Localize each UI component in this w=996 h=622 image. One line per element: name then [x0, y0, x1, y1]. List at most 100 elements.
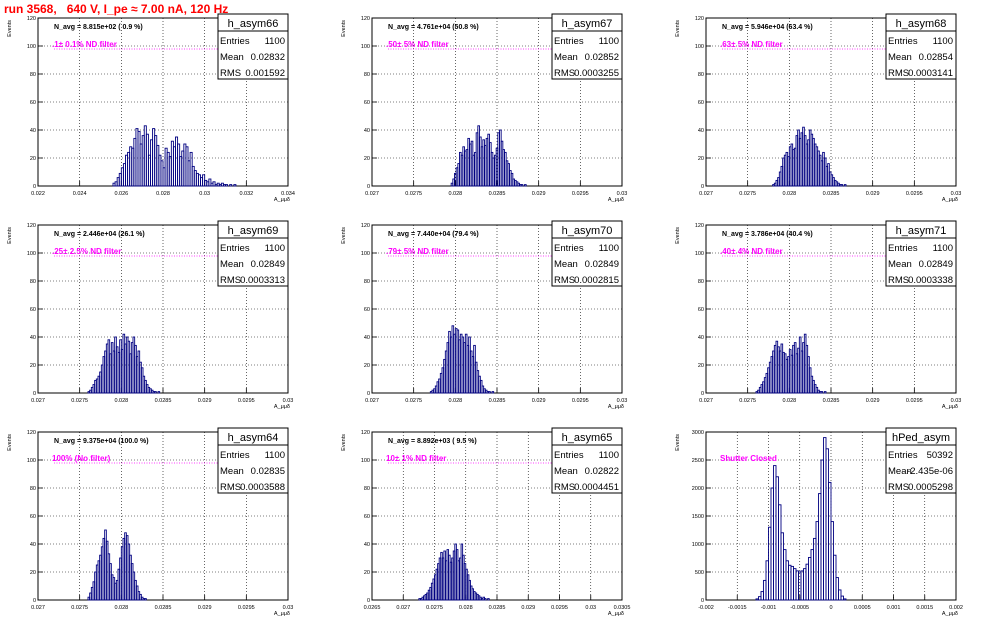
- y-tick-label: 40: [364, 335, 370, 341]
- x-tick-label: 0.028: [448, 191, 462, 197]
- stats-value: 0.02849: [919, 259, 953, 270]
- y-tick-label: 120: [695, 16, 704, 22]
- x-tick-label: 0.0305: [614, 605, 631, 611]
- stats-title: h_asym69: [228, 225, 279, 237]
- histogram-bin: [840, 595, 844, 601]
- y-tick-label: 0: [701, 184, 704, 190]
- x-tick-label: 0.0275: [426, 605, 443, 611]
- y-tick-label: 40: [364, 542, 370, 548]
- filter-label: .25± 2.5% ND filter: [52, 247, 121, 256]
- stats-box: [885, 237, 957, 287]
- stats-box: [885, 444, 957, 494]
- y-tick-label: 3000: [692, 430, 704, 436]
- y-tick-label: 60: [364, 514, 370, 520]
- x-tick-label: 0.027: [365, 191, 379, 197]
- stats-value: 1100: [265, 450, 285, 461]
- x-tick-label: -0.002: [698, 605, 714, 611]
- y-tick-label: 80: [30, 486, 36, 492]
- histogram-panel: 0.027 0.0275 0.028 0.0285 0.029 0.0295 0.03 0 20…: [7, 427, 294, 617]
- histogram-bin: [208, 178, 212, 187]
- stats-label: Mean: [888, 52, 912, 63]
- x-tick-label: 0.0285: [489, 398, 506, 404]
- filter-label: Shutter Closed: [720, 454, 777, 463]
- stats-label: RMS: [220, 68, 241, 79]
- y-tick-label: 120: [27, 430, 36, 436]
- x-tick-label: 0.03: [283, 605, 294, 611]
- x-tick-label: -0.0015: [728, 605, 747, 611]
- x-tick-label: 0.03: [617, 191, 628, 197]
- x-tick-label: 0.029: [198, 398, 212, 404]
- x-tick-label: 0.029: [532, 191, 546, 197]
- x-axis-title: A_μμδ: [942, 404, 958, 410]
- x-tick-label: 0.029: [532, 398, 546, 404]
- x-tick-label: 0.0275: [71, 398, 88, 404]
- stats-value: 1100: [933, 36, 953, 47]
- y-tick-label: 80: [364, 279, 370, 285]
- filter-label: .79± 5% ND filter: [386, 247, 449, 256]
- histogram-bin: [144, 598, 147, 601]
- y-tick-label: 80: [364, 72, 370, 78]
- y-tick-label: 0: [33, 184, 36, 190]
- stats-label: Mean: [888, 466, 912, 477]
- x-tick-label: 0.029: [521, 605, 535, 611]
- x-tick-label: 0: [829, 605, 832, 611]
- y-tick-label: 120: [27, 16, 36, 22]
- x-tick-label: 0.027: [31, 605, 45, 611]
- stats-label: Entries: [220, 243, 250, 254]
- stats-label: RMS: [554, 68, 575, 79]
- x-tick-label: 0.0295: [551, 605, 568, 611]
- histogram-bin: [484, 598, 487, 601]
- x-tick-label: 0.0275: [71, 605, 88, 611]
- navg-label: N_avg = 4.761e+04 (50.8 %): [388, 24, 479, 31]
- x-axis-title: A_μμδ: [274, 611, 290, 617]
- y-axis-title: Events: [7, 20, 13, 37]
- x-tick-label: 0.032: [239, 191, 253, 197]
- y-tick-label: 100: [361, 458, 370, 464]
- x-tick-label: 0.0285: [155, 605, 172, 611]
- y-tick-label: 20: [364, 156, 370, 162]
- y-tick-label: 0: [367, 391, 370, 397]
- y-tick-label: 100: [27, 44, 36, 50]
- stats-box: [217, 30, 289, 80]
- y-tick-label: 0: [33, 598, 36, 604]
- x-tick-label: -0.001: [761, 605, 777, 611]
- stats-label: RMS: [554, 275, 575, 286]
- stats-title: h_asym64: [228, 432, 279, 444]
- stats-value: 0.001592: [245, 68, 285, 79]
- x-tick-label: 0.0015: [916, 605, 933, 611]
- y-tick-label: 80: [698, 279, 704, 285]
- stats-value: 1100: [599, 243, 619, 254]
- x-tick-label: 0.0285: [823, 191, 840, 197]
- x-tick-label: 0.002: [949, 605, 963, 611]
- stats-label: Mean: [220, 52, 244, 63]
- histogram-panel: 0.027 0.0275 0.028 0.0285 0.029 0.0295 0.03 0 20…: [341, 13, 628, 203]
- histogram-bin: [488, 391, 491, 394]
- y-axis-title: Events: [7, 227, 13, 244]
- y-axis-title: Events: [341, 434, 347, 451]
- x-tick-label: 0.028: [448, 398, 462, 404]
- y-tick-label: 80: [698, 72, 704, 78]
- y-tick-label: 100: [27, 458, 36, 464]
- stats-label: Entries: [888, 450, 918, 461]
- filter-label: .50± 5% ND filter: [386, 40, 449, 49]
- x-tick-label: 0.0295: [238, 605, 255, 611]
- x-tick-label: 0.027: [699, 398, 713, 404]
- y-tick-label: 80: [30, 279, 36, 285]
- x-tick-label: 0.0285: [823, 398, 840, 404]
- y-tick-label: 40: [698, 128, 704, 134]
- x-tick-label: 0.028: [782, 191, 796, 197]
- navg-label: N_avg = 3.786e+04 (40.4 %): [722, 231, 813, 238]
- stats-value: 0.0003141: [908, 68, 953, 79]
- stats-label: Mean: [888, 259, 912, 270]
- y-tick-label: 20: [30, 570, 36, 576]
- stats-label: Entries: [554, 450, 584, 461]
- stats-box: [551, 237, 623, 287]
- y-tick-label: 20: [364, 363, 370, 369]
- y-tick-label: 100: [695, 251, 704, 257]
- x-tick-label: 0.029: [866, 191, 880, 197]
- x-tick-label: 0.0275: [405, 191, 422, 197]
- histogram-bin: [154, 391, 157, 394]
- y-tick-label: 120: [361, 223, 370, 229]
- histogram-bin: [843, 184, 847, 187]
- y-tick-label: 60: [364, 100, 370, 106]
